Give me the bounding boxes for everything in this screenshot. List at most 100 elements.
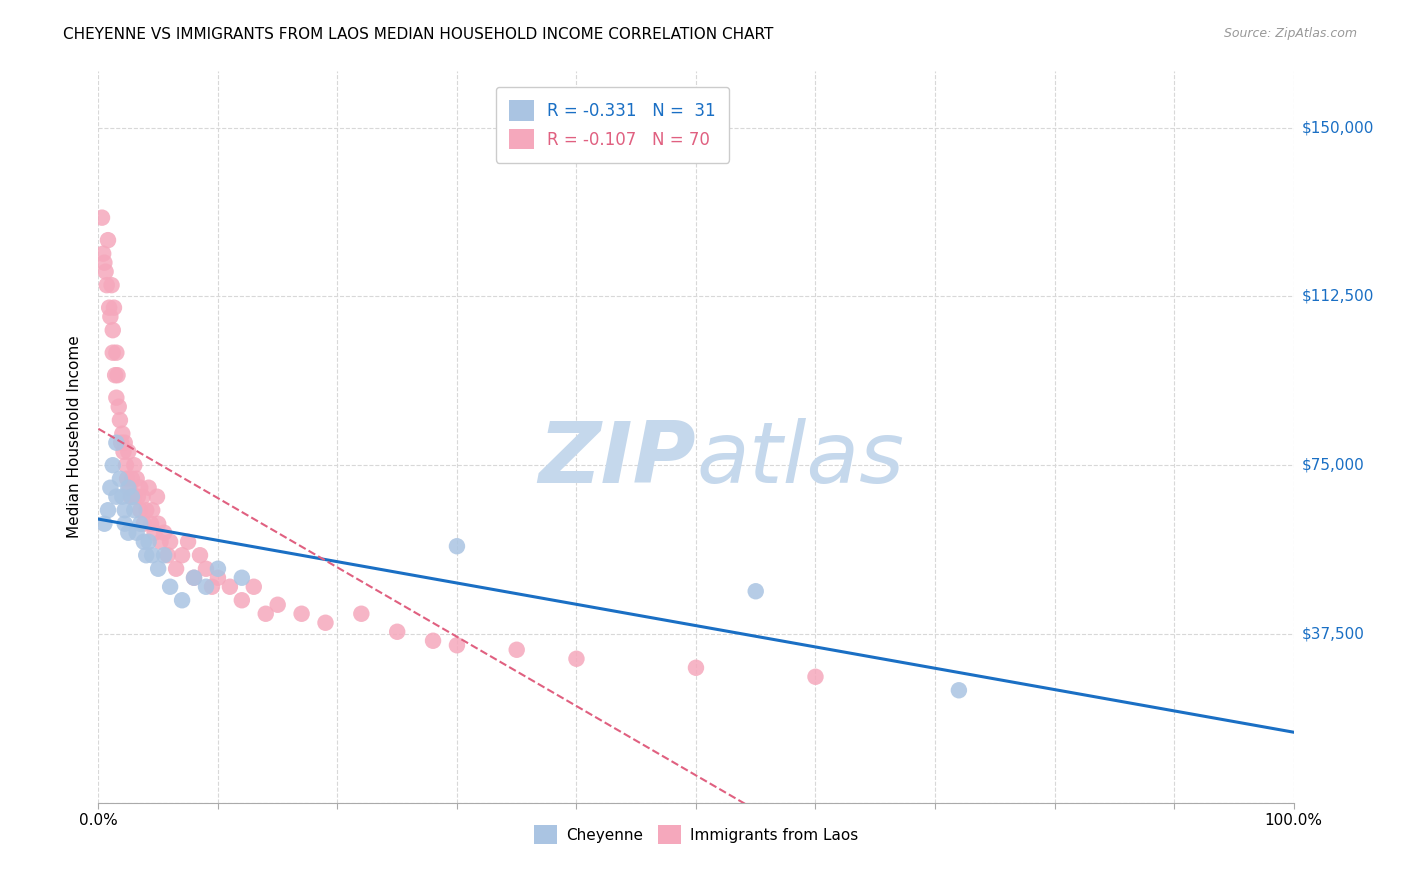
Point [131,490,153,504]
Point [124,458,146,473]
Point [117,444,139,458]
Point [98,301,121,315]
Point [132,534,155,549]
Point [141,503,163,517]
Point [422,633,444,648]
Point [138,481,160,495]
Point [101,458,124,473]
Point [195,562,218,576]
Point [101,323,124,337]
Text: $37,500: $37,500 [1302,626,1365,641]
Point [105,490,128,504]
Point [315,615,337,630]
Point [105,391,128,405]
Point [172,548,194,562]
Point [565,652,588,666]
Point [110,435,132,450]
Point [149,534,172,549]
Point [148,516,170,531]
Point [219,580,242,594]
Point [114,516,136,531]
Point [139,516,162,531]
Point [143,525,166,540]
Point [159,534,181,549]
Point [148,562,170,576]
Point [153,548,176,562]
Point [97,503,120,517]
Point [159,580,181,594]
Point [105,435,128,450]
Text: ZIP: ZIP [538,417,696,500]
Point [107,400,129,414]
Point [114,435,136,450]
Point [114,503,136,517]
Point [124,503,146,517]
Point [93,516,115,531]
Point [127,490,149,504]
Point [207,562,229,576]
Point [97,233,120,247]
Point [188,548,211,562]
Point [124,490,146,504]
Point [254,607,277,621]
Text: $75,000: $75,000 [1302,458,1365,473]
Point [129,503,152,517]
Point [141,548,163,562]
Y-axis label: Median Household Income: Median Household Income [67,335,83,539]
Point [146,490,169,504]
Text: $112,500: $112,500 [1302,289,1374,304]
Point [207,571,229,585]
Point [125,525,148,540]
Text: $150,000: $150,000 [1302,120,1374,135]
Point [111,426,134,441]
Point [243,580,266,594]
Point [112,444,135,458]
Point [446,539,468,553]
Point [105,345,128,359]
Point [121,472,143,486]
Point [948,683,970,698]
Point [98,481,122,495]
Point [201,580,224,594]
Point [385,624,409,639]
Point [115,458,138,473]
Point [177,534,200,549]
Point [138,534,160,549]
Point [267,598,290,612]
Point [446,638,468,652]
Point [111,490,134,504]
Point [117,481,139,495]
Point [506,642,529,657]
Point [183,571,205,585]
Point [135,548,157,562]
Point [350,607,373,621]
Point [103,301,125,315]
Text: CHEYENNE VS IMMIGRANTS FROM LAOS MEDIAN HOUSEHOLD INCOME CORRELATION CHART: CHEYENNE VS IMMIGRANTS FROM LAOS MEDIAN … [63,27,773,42]
Point [107,368,129,383]
Point [195,580,218,594]
Point [121,490,143,504]
Point [118,481,141,495]
Point [745,584,768,599]
Legend: Cheyenne, Immigrants from Laos: Cheyenne, Immigrants from Laos [527,819,865,850]
Point [104,368,127,383]
Point [129,481,152,495]
Point [100,278,122,293]
Text: atlas: atlas [696,417,904,500]
Point [108,413,131,427]
Point [685,661,707,675]
Point [101,345,124,359]
Point [231,593,253,607]
Point [129,516,152,531]
Point [165,562,187,576]
Point [120,490,142,504]
Point [108,472,131,486]
Point [804,670,827,684]
Point [291,607,314,621]
Point [153,525,176,540]
Point [91,211,114,225]
Point [94,265,117,279]
Point [132,516,155,531]
Point [98,310,122,324]
Point [117,525,139,540]
